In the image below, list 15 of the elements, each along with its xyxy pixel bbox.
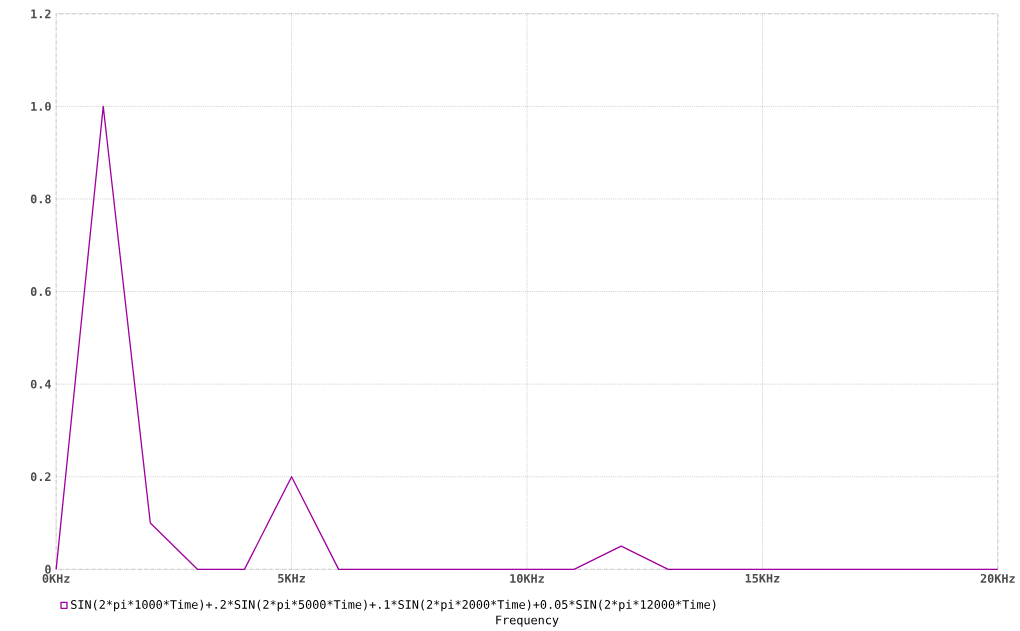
- line-series: [55, 105, 999, 570]
- y-tick-label: 1.2: [31, 9, 51, 19]
- x-tick-label: 5KHz: [278, 573, 305, 583]
- y-tick-label: 0.8: [30, 194, 51, 204]
- x-axis-title: Frequency: [496, 615, 559, 627]
- x-tick-label: 15KHz: [745, 573, 780, 583]
- y-tick-label: 0.4: [30, 379, 51, 389]
- y-tick-label: 1.0: [31, 101, 51, 111]
- y-tick-label: 0.2: [30, 472, 51, 482]
- x-tick-label: 10KHz: [510, 573, 544, 583]
- x-tick-label: 20KHz: [980, 573, 1015, 583]
- y-tick-label: 0.6: [30, 287, 51, 296]
- x-tick-label: 0KHz: [42, 573, 70, 583]
- legend-label: SIN(2*pi*1000*Time)+.2*SIN(2*pi*5000*Time)+.1*SIN(2*pi*2000*Time)+0.05*SIN(2*pi*12000*Time): [71, 599, 716, 612]
- y-tick-label: 0: [45, 564, 51, 574]
